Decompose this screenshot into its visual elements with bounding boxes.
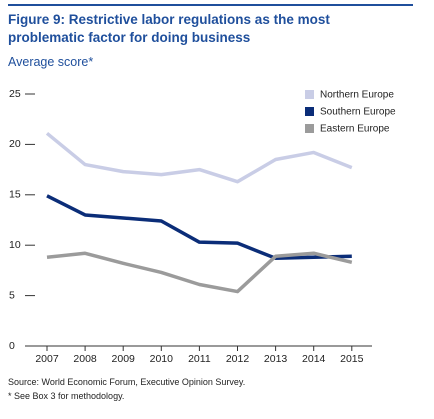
y-tick-label: 20 — [9, 138, 21, 150]
legend-swatch — [305, 107, 314, 116]
x-tick-label: 2010 — [150, 353, 174, 365]
y-tick-label: 25 — [9, 88, 21, 100]
y-tick-label: 10 — [9, 239, 21, 251]
source-note: Source: World Economic Forum, Executive … — [8, 377, 246, 387]
x-tick-label: 2008 — [73, 353, 97, 365]
top-rule — [8, 4, 413, 6]
y-tick-label: 15 — [9, 189, 21, 201]
legend-label: Eastern Europe — [320, 124, 390, 135]
series-line — [46, 194, 352, 261]
legend-swatch — [305, 124, 314, 133]
series-line — [46, 251, 353, 294]
legend-label: Southern Europe — [320, 107, 396, 118]
x-tick-label: 2007 — [35, 353, 59, 365]
legend-swatch — [305, 90, 314, 99]
chart-subtitle: Average score* — [8, 55, 94, 69]
chart-title: Figure 9: Restrictive labor regulations … — [8, 12, 330, 27]
footnote: * See Box 3 for methodology. — [8, 391, 125, 401]
x-tick-label: 2011 — [188, 353, 211, 365]
x-tick-label: 2015 — [340, 353, 364, 365]
x-tick-label: 2012 — [226, 353, 250, 365]
chart-title: problematic factor for doing business — [8, 30, 251, 45]
y-tick-label: 0 — [9, 340, 15, 352]
y-tick-label: 5 — [9, 289, 15, 301]
legend-label: Northern Europe — [320, 90, 394, 101]
x-tick-label: 2014 — [302, 353, 326, 365]
chart: 0 5 10 15 20 25 2007 2008 2009 2010 2011 2012 2013 20… — [9, 88, 396, 365]
x-tick-label: 2009 — [112, 353, 136, 365]
series-line — [45, 131, 353, 184]
x-tick-label: 2013 — [264, 353, 288, 365]
